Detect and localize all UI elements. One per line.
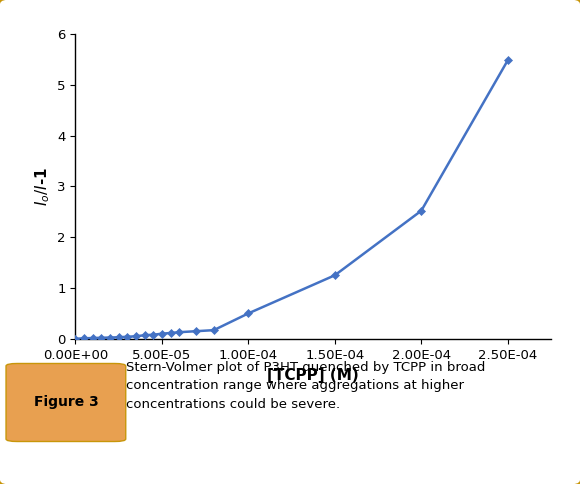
Text: Stern-Volmer plot of P3HT quenched by TCPP in broad
concentration range where ag: Stern-Volmer plot of P3HT quenched by TC… xyxy=(126,361,485,411)
FancyBboxPatch shape xyxy=(6,363,126,441)
Y-axis label: $I_o/I$-1: $I_o/I$-1 xyxy=(33,167,52,206)
X-axis label: [TCPP] (M): [TCPP] (M) xyxy=(267,368,359,383)
Text: Figure 3: Figure 3 xyxy=(34,395,98,409)
